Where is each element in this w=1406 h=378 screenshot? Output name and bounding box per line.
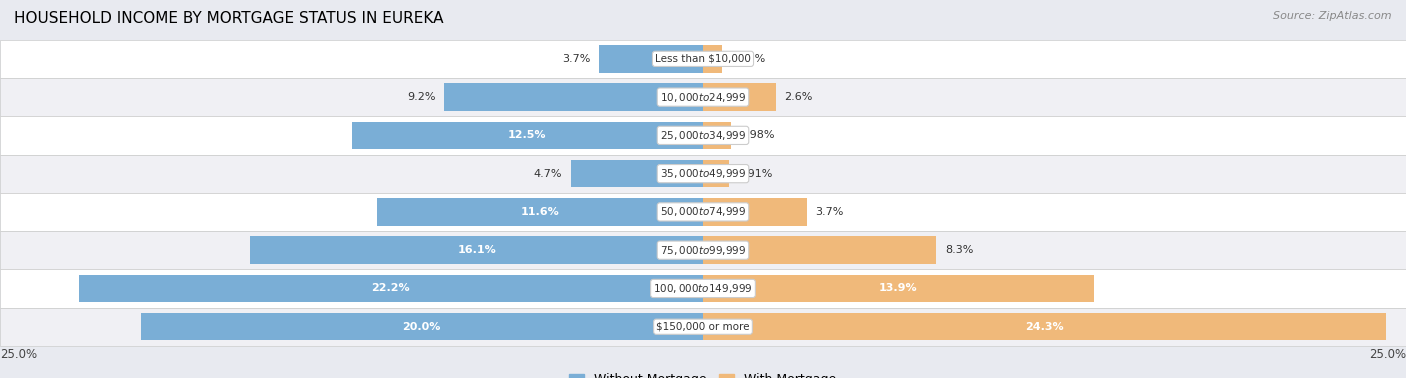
Text: 24.3%: 24.3% [1025,322,1064,332]
Text: 11.6%: 11.6% [520,207,560,217]
Bar [703,313,1386,341]
Bar [377,198,703,226]
Bar [0,269,1406,308]
Bar [703,275,1094,302]
Bar [0,308,1406,346]
Text: 22.2%: 22.2% [371,284,411,293]
Bar [0,155,1406,193]
Bar [0,116,1406,155]
Text: 25.0%: 25.0% [0,348,37,361]
Bar [0,40,1406,78]
Bar [703,236,936,264]
Text: $100,000 to $149,999: $100,000 to $149,999 [654,282,752,295]
Text: HOUSEHOLD INCOME BY MORTGAGE STATUS IN EUREKA: HOUSEHOLD INCOME BY MORTGAGE STATUS IN E… [14,11,443,26]
Text: 0.66%: 0.66% [730,54,765,64]
Text: 4.7%: 4.7% [534,169,562,179]
Text: $35,000 to $49,999: $35,000 to $49,999 [659,167,747,180]
Text: 8.3%: 8.3% [945,245,973,255]
Bar [571,160,703,187]
Text: 16.1%: 16.1% [457,245,496,255]
Bar [0,78,1406,116]
Text: 0.91%: 0.91% [737,169,772,179]
Text: $150,000 or more: $150,000 or more [657,322,749,332]
Text: 9.2%: 9.2% [408,92,436,102]
Bar [0,193,1406,231]
Text: $50,000 to $74,999: $50,000 to $74,999 [659,205,747,218]
Text: 20.0%: 20.0% [402,322,441,332]
Bar [141,313,703,341]
Text: 0.98%: 0.98% [740,130,775,140]
Text: Less than $10,000: Less than $10,000 [655,54,751,64]
Bar [250,236,703,264]
Text: 3.7%: 3.7% [815,207,844,217]
Text: Source: ZipAtlas.com: Source: ZipAtlas.com [1274,11,1392,21]
Legend: Without Mortgage, With Mortgage: Without Mortgage, With Mortgage [564,368,842,378]
Text: $10,000 to $24,999: $10,000 to $24,999 [659,91,747,104]
Bar [0,231,1406,269]
Bar [352,122,703,149]
Text: 13.9%: 13.9% [879,284,918,293]
Text: 3.7%: 3.7% [562,54,591,64]
Text: $25,000 to $34,999: $25,000 to $34,999 [659,129,747,142]
Text: 25.0%: 25.0% [1369,348,1406,361]
Text: 12.5%: 12.5% [508,130,547,140]
Text: 2.6%: 2.6% [785,92,813,102]
Bar [703,122,731,149]
Bar [703,45,721,73]
Text: $75,000 to $99,999: $75,000 to $99,999 [659,244,747,257]
Bar [599,45,703,73]
Bar [703,83,776,111]
Bar [703,160,728,187]
Bar [79,275,703,302]
Bar [444,83,703,111]
Bar [703,198,807,226]
